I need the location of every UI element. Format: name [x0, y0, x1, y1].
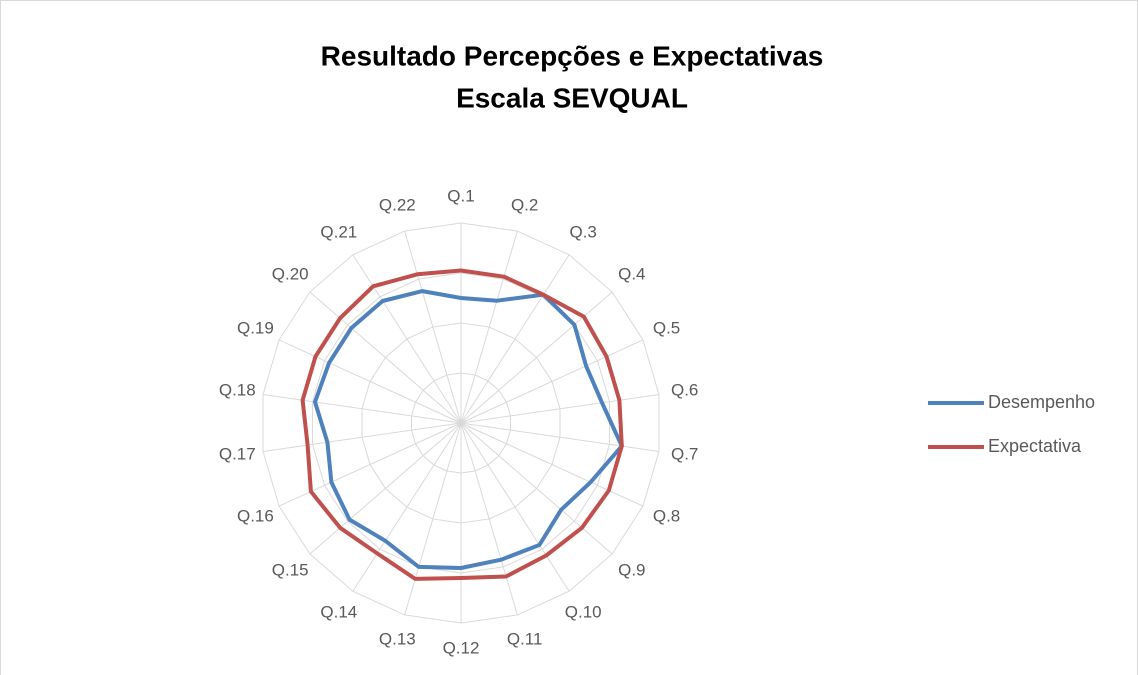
- category-label: Q.22: [379, 196, 416, 215]
- category-label: Q.1: [447, 186, 474, 205]
- category-label: Q.9: [618, 560, 645, 579]
- category-label: Q.14: [320, 603, 357, 622]
- series-line: [313, 289, 624, 570]
- grid-spoke: [460, 394, 660, 424]
- category-label: Q.12: [443, 638, 480, 657]
- category-label: Q.16: [237, 506, 274, 525]
- grid-spoke: [460, 422, 570, 592]
- grid-spoke: [460, 422, 518, 616]
- grid-spoke: [460, 422, 613, 555]
- legend-label: Desempenho: [988, 392, 1095, 412]
- grid-spoke: [309, 422, 462, 555]
- grid-spoke: [262, 422, 462, 452]
- chart-title: Resultado Percepções e Expectativas: [321, 40, 824, 71]
- category-label: Q.21: [320, 222, 357, 241]
- grid-spoke: [460, 422, 644, 507]
- grid-spoke: [352, 422, 462, 592]
- category-label: Q.10: [565, 603, 602, 622]
- legend-label: Expectativa: [988, 436, 1082, 456]
- grid-spoke: [460, 230, 518, 424]
- grid-spoke: [404, 230, 462, 424]
- category-label: Q.4: [618, 264, 645, 283]
- grid-spoke: [460, 339, 644, 424]
- grid-spoke: [352, 254, 462, 424]
- category-label: Q.5: [653, 319, 680, 338]
- grid-spoke: [460, 422, 660, 452]
- category-label: Q.7: [671, 445, 698, 464]
- category-label: Q.17: [219, 445, 256, 464]
- category-label: Q.3: [569, 222, 596, 241]
- category-label: Q.6: [671, 380, 698, 399]
- category-label: Q.18: [219, 380, 256, 399]
- grid-spoke: [309, 291, 462, 424]
- grid-spoke: [278, 339, 462, 424]
- category-label: Q.8: [653, 506, 680, 525]
- series-line: [300, 268, 624, 581]
- category-label: Q.20: [272, 264, 309, 283]
- category-label: Q.19: [237, 319, 274, 338]
- category-label: Q.13: [379, 629, 416, 648]
- grid-spoke: [404, 422, 462, 616]
- grid-spoke: [460, 291, 613, 424]
- chart-title: Escala SEVQUAL: [456, 82, 688, 113]
- grid-spoke: [460, 254, 570, 424]
- category-label: Q.2: [511, 196, 538, 215]
- category-label: Q.11: [507, 629, 543, 648]
- category-label: Q.15: [272, 560, 309, 579]
- grid-spoke: [262, 394, 462, 424]
